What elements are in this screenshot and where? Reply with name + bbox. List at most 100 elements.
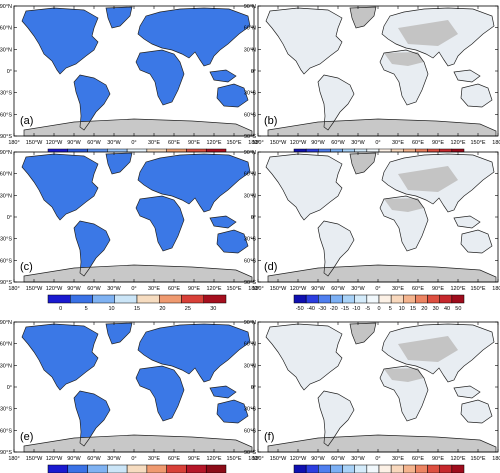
colorbar-box (390, 294, 404, 304)
lon-label: 30°W (107, 140, 121, 146)
lon-label: 30°E (148, 456, 160, 462)
lon-label: 120°W (290, 286, 307, 292)
lon-label: 150°W (26, 456, 43, 462)
antarctica (24, 265, 252, 282)
masked-land (398, 20, 458, 46)
lon-label: 150°E (226, 456, 241, 462)
lon-label: 150°W (26, 286, 43, 292)
lon-label: 180° (248, 456, 259, 462)
colorbar-box (146, 464, 167, 473)
colorbar-box (439, 294, 453, 304)
colorbar-label: 20 (159, 306, 165, 312)
lat-label: 30°S (244, 91, 256, 97)
lon-label: 180° (492, 286, 500, 292)
lon-label: 120°E (450, 140, 465, 146)
colorbar-box (366, 294, 380, 304)
colorbar-box (70, 294, 93, 304)
lat-label: 90°N (244, 150, 256, 156)
lon-label: 90°E (432, 286, 444, 292)
lon-label: 30°E (392, 140, 404, 146)
lon-label: 90°W (67, 456, 81, 462)
lon-label: 150°E (470, 140, 485, 146)
lon-label: 180° (8, 286, 19, 292)
lon-label: 90°W (311, 140, 325, 146)
panel-label: (b) (264, 115, 277, 127)
lon-label: 150°E (226, 286, 241, 292)
colorbar-label: 50 (455, 306, 461, 312)
lat-label: 90°N (244, 4, 256, 10)
panel-label: (c) (20, 261, 33, 273)
lon-label: 30°E (148, 286, 160, 292)
lat-label: 0° (7, 215, 12, 221)
lon-label: 180° (248, 140, 259, 146)
colorbar-box (330, 294, 343, 304)
lon-label: 120°E (206, 456, 221, 462)
colorbar-label: 15 (410, 306, 416, 312)
lon-label: 90°W (67, 286, 81, 292)
colorbar-label: -50 (296, 306, 304, 312)
colorbar-label: 10 (399, 306, 405, 312)
lat-label: 30°N (0, 363, 12, 369)
colorbar-box (415, 294, 428, 304)
colorbar-box (181, 294, 204, 304)
colorbar-box (47, 294, 71, 304)
lat-label: 30°S (0, 407, 12, 413)
lon-label: 60°W (331, 140, 345, 146)
masked-land (350, 7, 376, 28)
colorbar-label: 25 (185, 306, 191, 312)
lon-label: 150°W (26, 140, 43, 146)
lon-label: 0° (131, 286, 136, 292)
lon-label: 90°E (188, 140, 200, 146)
colorbar-label: -5 (365, 306, 370, 312)
lat-label: 90°S (0, 134, 12, 140)
lon-label: 180° (252, 286, 263, 292)
lon-label: 180° (248, 286, 259, 292)
lon-label: 60°W (87, 456, 101, 462)
lon-label: 60°E (168, 140, 180, 146)
colorbar-box (354, 294, 368, 304)
colorbar-label: 15 (134, 306, 140, 312)
lon-label: 180° (252, 140, 263, 146)
lat-label: 60°N (0, 342, 12, 348)
lon-label: 60°W (87, 286, 101, 292)
colorbar-box (126, 464, 148, 473)
colorbar-box (92, 294, 115, 304)
colorbar-box (427, 294, 440, 304)
lon-label: 30°W (351, 140, 365, 146)
lon-label: 90°W (67, 140, 81, 146)
colorbar-label: -40 (307, 306, 315, 312)
masked-land (350, 153, 376, 174)
lon-label: 150°W (270, 140, 287, 146)
lon-label: 180° (8, 456, 19, 462)
lat-label: 0° (251, 215, 256, 221)
panel-label: (d) (264, 261, 277, 273)
lon-label: 120°W (46, 456, 63, 462)
lat-label: 60°N (0, 26, 12, 32)
lat-label: 0° (251, 69, 256, 75)
colorbar-label: 30 (433, 306, 439, 312)
antarctica (24, 435, 252, 452)
colorbar-box (186, 464, 207, 473)
lat-label: 60°S (244, 258, 256, 264)
lon-label: 60°E (412, 140, 424, 146)
lat-label: 60°S (244, 112, 256, 118)
colorbar-box (47, 464, 69, 473)
colorbar-label: -30 (318, 306, 326, 312)
colorbar-box (67, 464, 88, 473)
colorbar-label: 5 (85, 306, 88, 312)
lat-label: 0° (7, 69, 12, 75)
colorbar-box (203, 294, 227, 304)
lat-label: 30°N (244, 47, 256, 53)
lat-label: 90°S (244, 134, 256, 140)
lat-label: 90°N (0, 320, 12, 326)
colorbar-box (159, 294, 182, 304)
lon-label: 150°E (470, 286, 485, 292)
lat-label: 60°N (244, 26, 256, 32)
antarctica (268, 119, 496, 136)
colorbar-box (114, 294, 138, 304)
